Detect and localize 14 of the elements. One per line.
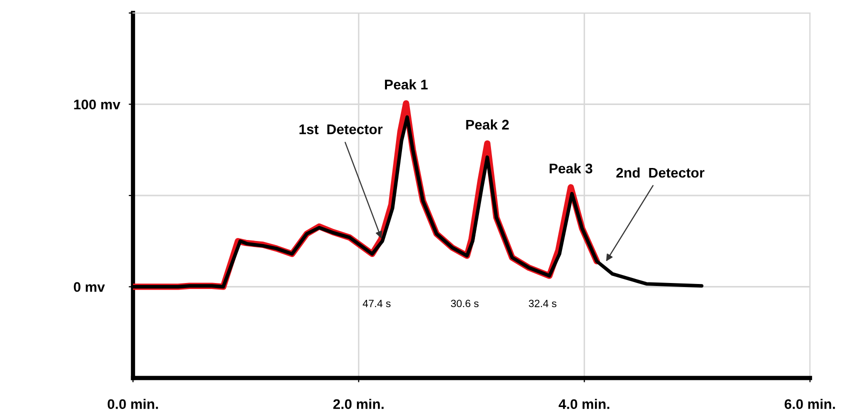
annotation: 2nd Detector [616, 167, 704, 178]
annotation: 1st Detector [300, 124, 383, 134]
annotation: 32.4 s [528, 300, 556, 308]
y-tick-label: 100 mv [74, 100, 120, 110]
y-tick-label: 0 mv [74, 282, 105, 292]
x-tick-label: 0.0 min. [108, 398, 158, 410]
annotation: 30.6 s [450, 300, 479, 308]
annotation: Peak 1 [384, 79, 428, 90]
annotation: Peak 2 [466, 119, 509, 130]
annotation: Peak 3 [550, 163, 592, 174]
x-tick-label: 4.0 min. [558, 398, 610, 410]
x-tick-label: 2.0 min. [333, 398, 384, 410]
annotation: 47.4 s [362, 300, 391, 308]
x-tick-label: 6.0 min. [784, 398, 835, 410]
